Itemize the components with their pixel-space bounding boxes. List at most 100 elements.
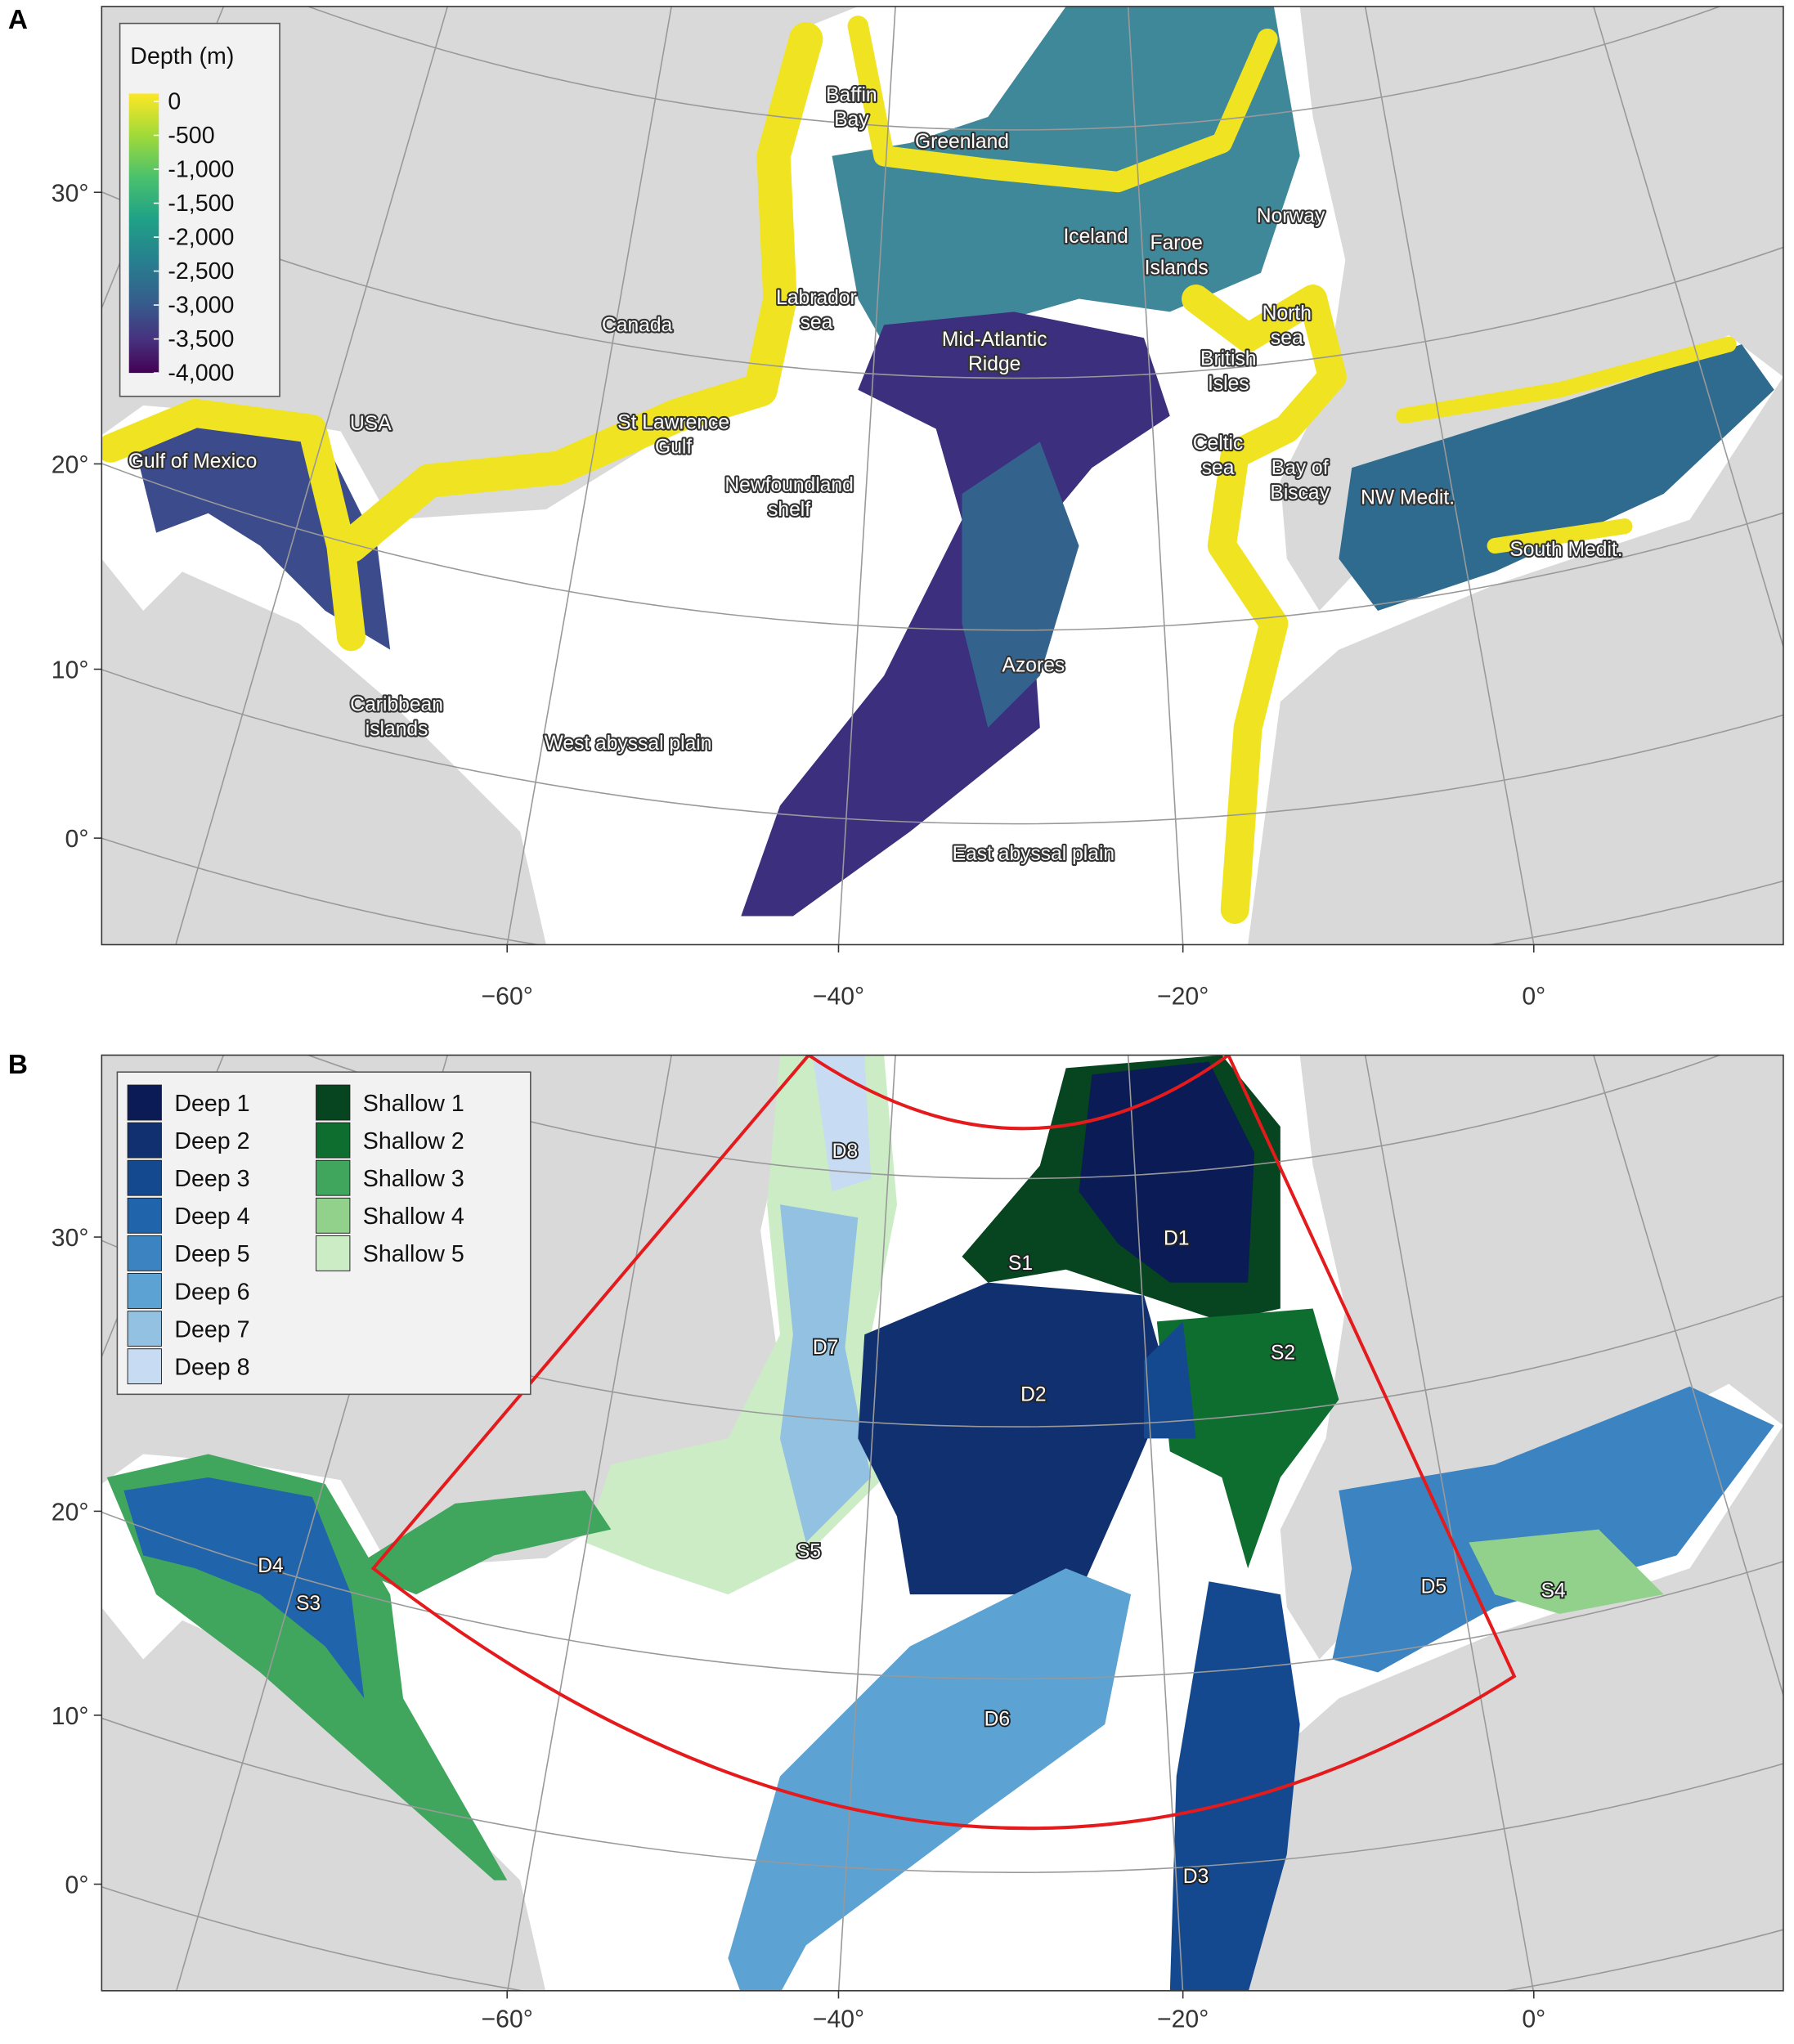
place-label: Celtic sea xyxy=(1193,433,1244,479)
place-label: British Isles xyxy=(1200,348,1256,395)
y-tick-label: 30° xyxy=(52,1225,89,1252)
y-tick-label: 20° xyxy=(52,1499,89,1526)
x-tick-label: 0° xyxy=(1522,2006,1545,2033)
place-label-line: West abyssal plain xyxy=(545,733,712,755)
y-tick-label: 30° xyxy=(52,180,89,207)
s2 xyxy=(1156,1308,1339,1569)
legend-label: Deep 1 xyxy=(174,1091,249,1117)
s4 xyxy=(1469,1529,1664,1614)
region-label: S5 xyxy=(796,1541,821,1563)
map-a xyxy=(101,6,1783,945)
legend-label: Shallow 1 xyxy=(363,1091,464,1117)
place-label-line: NW Medit. xyxy=(1361,487,1455,509)
region-label: S2 xyxy=(1271,1342,1295,1364)
study-area xyxy=(370,1055,1517,1831)
x-tick-label: −60° xyxy=(482,2006,533,2033)
legend-label: -3,000 xyxy=(168,293,234,319)
region-label: D8 xyxy=(832,1141,858,1163)
place-label: Iceland xyxy=(1063,226,1128,248)
place-label: Caribbean islands xyxy=(350,693,443,740)
d1 xyxy=(1079,1061,1255,1283)
legend-swatch xyxy=(127,1311,162,1347)
place-label: South Medit. xyxy=(1509,539,1622,561)
legend-label: -1,500 xyxy=(168,191,234,217)
place-label-line: Celtic xyxy=(1193,433,1244,455)
legend-label: -2,500 xyxy=(168,258,234,285)
place-label-line: USA xyxy=(350,413,392,435)
colorbar xyxy=(128,93,159,374)
place-label-line: Caribbean xyxy=(350,693,443,715)
legend-label: -500 xyxy=(168,123,214,149)
x-tick-label: −20° xyxy=(1157,984,1209,1011)
region-label: D1 xyxy=(1164,1228,1189,1250)
place-label-line: Biscay xyxy=(1270,482,1330,504)
shelf xyxy=(1182,285,1347,925)
place-label: Greenland xyxy=(915,131,1009,153)
y-tick-label: 10° xyxy=(52,1703,89,1730)
legend-label: -4,000 xyxy=(168,361,234,387)
legend-label: -3,500 xyxy=(168,326,234,352)
legend-label: Deep 4 xyxy=(174,1204,249,1230)
place-label-line: Faroe xyxy=(1150,232,1203,254)
d8 xyxy=(812,1055,872,1192)
shelf xyxy=(101,398,366,652)
place-label: Gulf of Mexico xyxy=(128,450,257,473)
place-label-line: Norway xyxy=(1257,205,1325,227)
legend-swatch xyxy=(127,1273,162,1309)
place-label: East abyssal plain xyxy=(953,843,1115,865)
y-tick-label: 20° xyxy=(52,452,89,479)
place-label: North sea xyxy=(1263,303,1312,349)
place-label-line: Iceland xyxy=(1063,226,1128,248)
legend-swatch xyxy=(316,1197,351,1234)
legend-swatch xyxy=(316,1084,351,1121)
place-label-line: North xyxy=(1263,303,1312,325)
legend-label: Deep 6 xyxy=(174,1279,249,1305)
legend-label: Shallow 5 xyxy=(363,1241,464,1267)
place-label-line: Greenland xyxy=(915,131,1009,153)
y-tick-label: 10° xyxy=(52,657,89,684)
legend-label: Shallow 2 xyxy=(363,1128,464,1154)
d7 xyxy=(779,1204,872,1543)
legend-label: -2,000 xyxy=(168,225,234,251)
place-label-line: St Lawrence xyxy=(617,411,729,433)
legend-label: Shallow 3 xyxy=(363,1166,464,1192)
place-label-line: Bay of xyxy=(1271,457,1329,479)
place-label-line: Canada xyxy=(602,314,673,336)
place-label: Bay of Biscay xyxy=(1270,457,1330,504)
region-label: D5 xyxy=(1421,1576,1446,1598)
region-label: D3 xyxy=(1183,1866,1209,1888)
place-label: West abyssal plain xyxy=(545,733,712,755)
labels: A 30° 20° 10° 0° −60° −40° −20° 0° B 30° 20° 10° 0° −6… xyxy=(8,5,1625,2033)
place-label-line: Azores xyxy=(1002,655,1065,677)
place-label: Newfoundland shelf xyxy=(724,474,853,521)
x-tick-label: −60° xyxy=(482,984,533,1011)
legend-swatch xyxy=(127,1348,162,1385)
region-label: S1 xyxy=(1008,1253,1033,1275)
legend-swatch xyxy=(127,1235,162,1271)
place-label-line: islands xyxy=(366,719,428,741)
place-label: Faroe Islands xyxy=(1145,232,1209,279)
shelf xyxy=(847,16,1278,193)
place-label-line: East abyssal plain xyxy=(953,843,1115,865)
d4 xyxy=(123,1477,365,1699)
d3 xyxy=(1169,1581,1300,1991)
legend-label: Deep 7 xyxy=(174,1316,249,1342)
ridge-crest xyxy=(962,442,1079,728)
place-label-line: sea xyxy=(801,312,833,334)
y-tick-label: 0° xyxy=(65,826,89,853)
x-tick-label: −40° xyxy=(813,984,864,1011)
legend-label: Deep 3 xyxy=(174,1166,249,1192)
place-label-line: Ridge xyxy=(968,353,1020,375)
ridge xyxy=(741,312,1170,917)
place-label-line: Isles xyxy=(1208,373,1249,395)
place-label: Mid-Atlantic Ridge xyxy=(942,329,1047,375)
legend-label: -1,000 xyxy=(168,157,234,183)
x-tick-label: 0° xyxy=(1522,984,1545,1011)
place-label-line: Baffin xyxy=(826,84,877,106)
panel-tag: A xyxy=(8,5,28,35)
legend-label: Shallow 4 xyxy=(363,1204,464,1230)
place-label-line: sea xyxy=(1271,327,1303,349)
place-label: NW Medit. xyxy=(1361,487,1455,509)
